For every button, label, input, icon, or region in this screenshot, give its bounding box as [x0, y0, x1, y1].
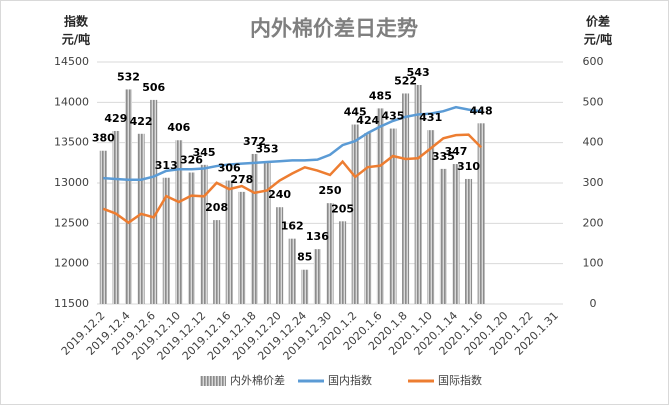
value-label: 250 [319, 184, 342, 197]
bar [313, 249, 321, 304]
y2-tick-label: 400 [583, 136, 604, 149]
y-axis-label: 元/吨 [62, 32, 90, 47]
bar [238, 191, 246, 304]
value-label: 310 [457, 160, 480, 173]
bar [414, 84, 422, 305]
y2-tick-label: 300 [583, 176, 604, 189]
value-label: 326 [180, 154, 203, 167]
value-label: 240 [268, 188, 291, 201]
value-label: 448 [470, 104, 493, 117]
y-tick-label: 12500 [54, 216, 89, 229]
bar [452, 164, 460, 304]
value-label: 522 [394, 74, 417, 87]
y2-tick-label: 500 [583, 95, 604, 108]
value-label: 431 [419, 111, 442, 124]
bar [124, 89, 133, 304]
bar [175, 140, 183, 304]
y-tick-label: 11500 [54, 297, 89, 310]
value-label: 406 [167, 121, 190, 134]
bar [137, 133, 145, 304]
chart-title: 内外棉价差日走势 [250, 16, 418, 41]
legend-label: 国际指数 [438, 373, 482, 387]
y2-tick-label: 100 [583, 257, 604, 270]
value-label: 353 [256, 143, 279, 156]
bar [200, 164, 208, 304]
value-label: 435 [381, 110, 404, 123]
y2-axis-label: 价差 [586, 14, 610, 29]
value-label: 335 [432, 150, 455, 163]
bar [364, 132, 372, 304]
y2-axis-label: 元/吨 [584, 32, 612, 47]
bar [339, 221, 347, 304]
value-label: 85 [297, 251, 312, 264]
value-label: 429 [104, 112, 127, 125]
bar [326, 203, 334, 304]
bar [376, 108, 384, 304]
y2-tick-label: 600 [583, 55, 604, 68]
bar [301, 269, 309, 304]
bar [465, 178, 473, 304]
bar [427, 130, 435, 304]
value-label: 506 [142, 81, 165, 94]
bar [112, 130, 120, 304]
value-label: 313 [155, 159, 178, 172]
legend-label: 内外棉价差 [230, 373, 285, 387]
line [102, 133, 483, 225]
bar [187, 172, 195, 304]
value-label: 532 [117, 70, 140, 83]
value-label: 208 [205, 201, 228, 214]
value-label: 278 [230, 173, 253, 186]
y-tick-label: 14000 [54, 95, 89, 108]
y-axis-label: 指数 [64, 14, 89, 29]
value-label: 445 [344, 106, 367, 119]
value-label: 380 [92, 132, 115, 145]
bar [213, 220, 221, 304]
value-label: 205 [331, 202, 354, 215]
value-label: 136 [306, 230, 329, 243]
value-label: 485 [369, 89, 392, 102]
line [103, 105, 482, 182]
value-label: 372 [243, 135, 266, 148]
bar [402, 93, 410, 305]
bar [389, 128, 397, 304]
y2-tick-label: 0 [590, 297, 597, 310]
bar [351, 124, 359, 305]
y2-tick-label: 200 [583, 216, 604, 229]
bar [250, 153, 258, 304]
value-label: 162 [281, 220, 304, 233]
bar [225, 180, 233, 304]
y-tick-label: 12000 [54, 257, 89, 270]
bar [99, 150, 107, 304]
bar [477, 123, 485, 304]
value-label: 424 [356, 114, 379, 127]
y-tick-label: 13000 [54, 176, 89, 189]
value-label: 306 [218, 162, 241, 175]
bar [150, 99, 158, 304]
value-label: 543 [407, 66, 430, 79]
legend-swatch [200, 376, 226, 386]
legend-label: 国内指数 [328, 373, 372, 387]
bar [162, 177, 170, 304]
bar [439, 168, 447, 304]
y-tick-label: 14500 [54, 55, 89, 68]
bar [288, 238, 296, 304]
value-label: 422 [130, 115, 153, 128]
value-label: 345 [193, 146, 216, 159]
y-tick-label: 13500 [54, 136, 89, 149]
bar [263, 161, 271, 304]
value-label: 347 [444, 145, 467, 158]
bar [276, 207, 284, 304]
